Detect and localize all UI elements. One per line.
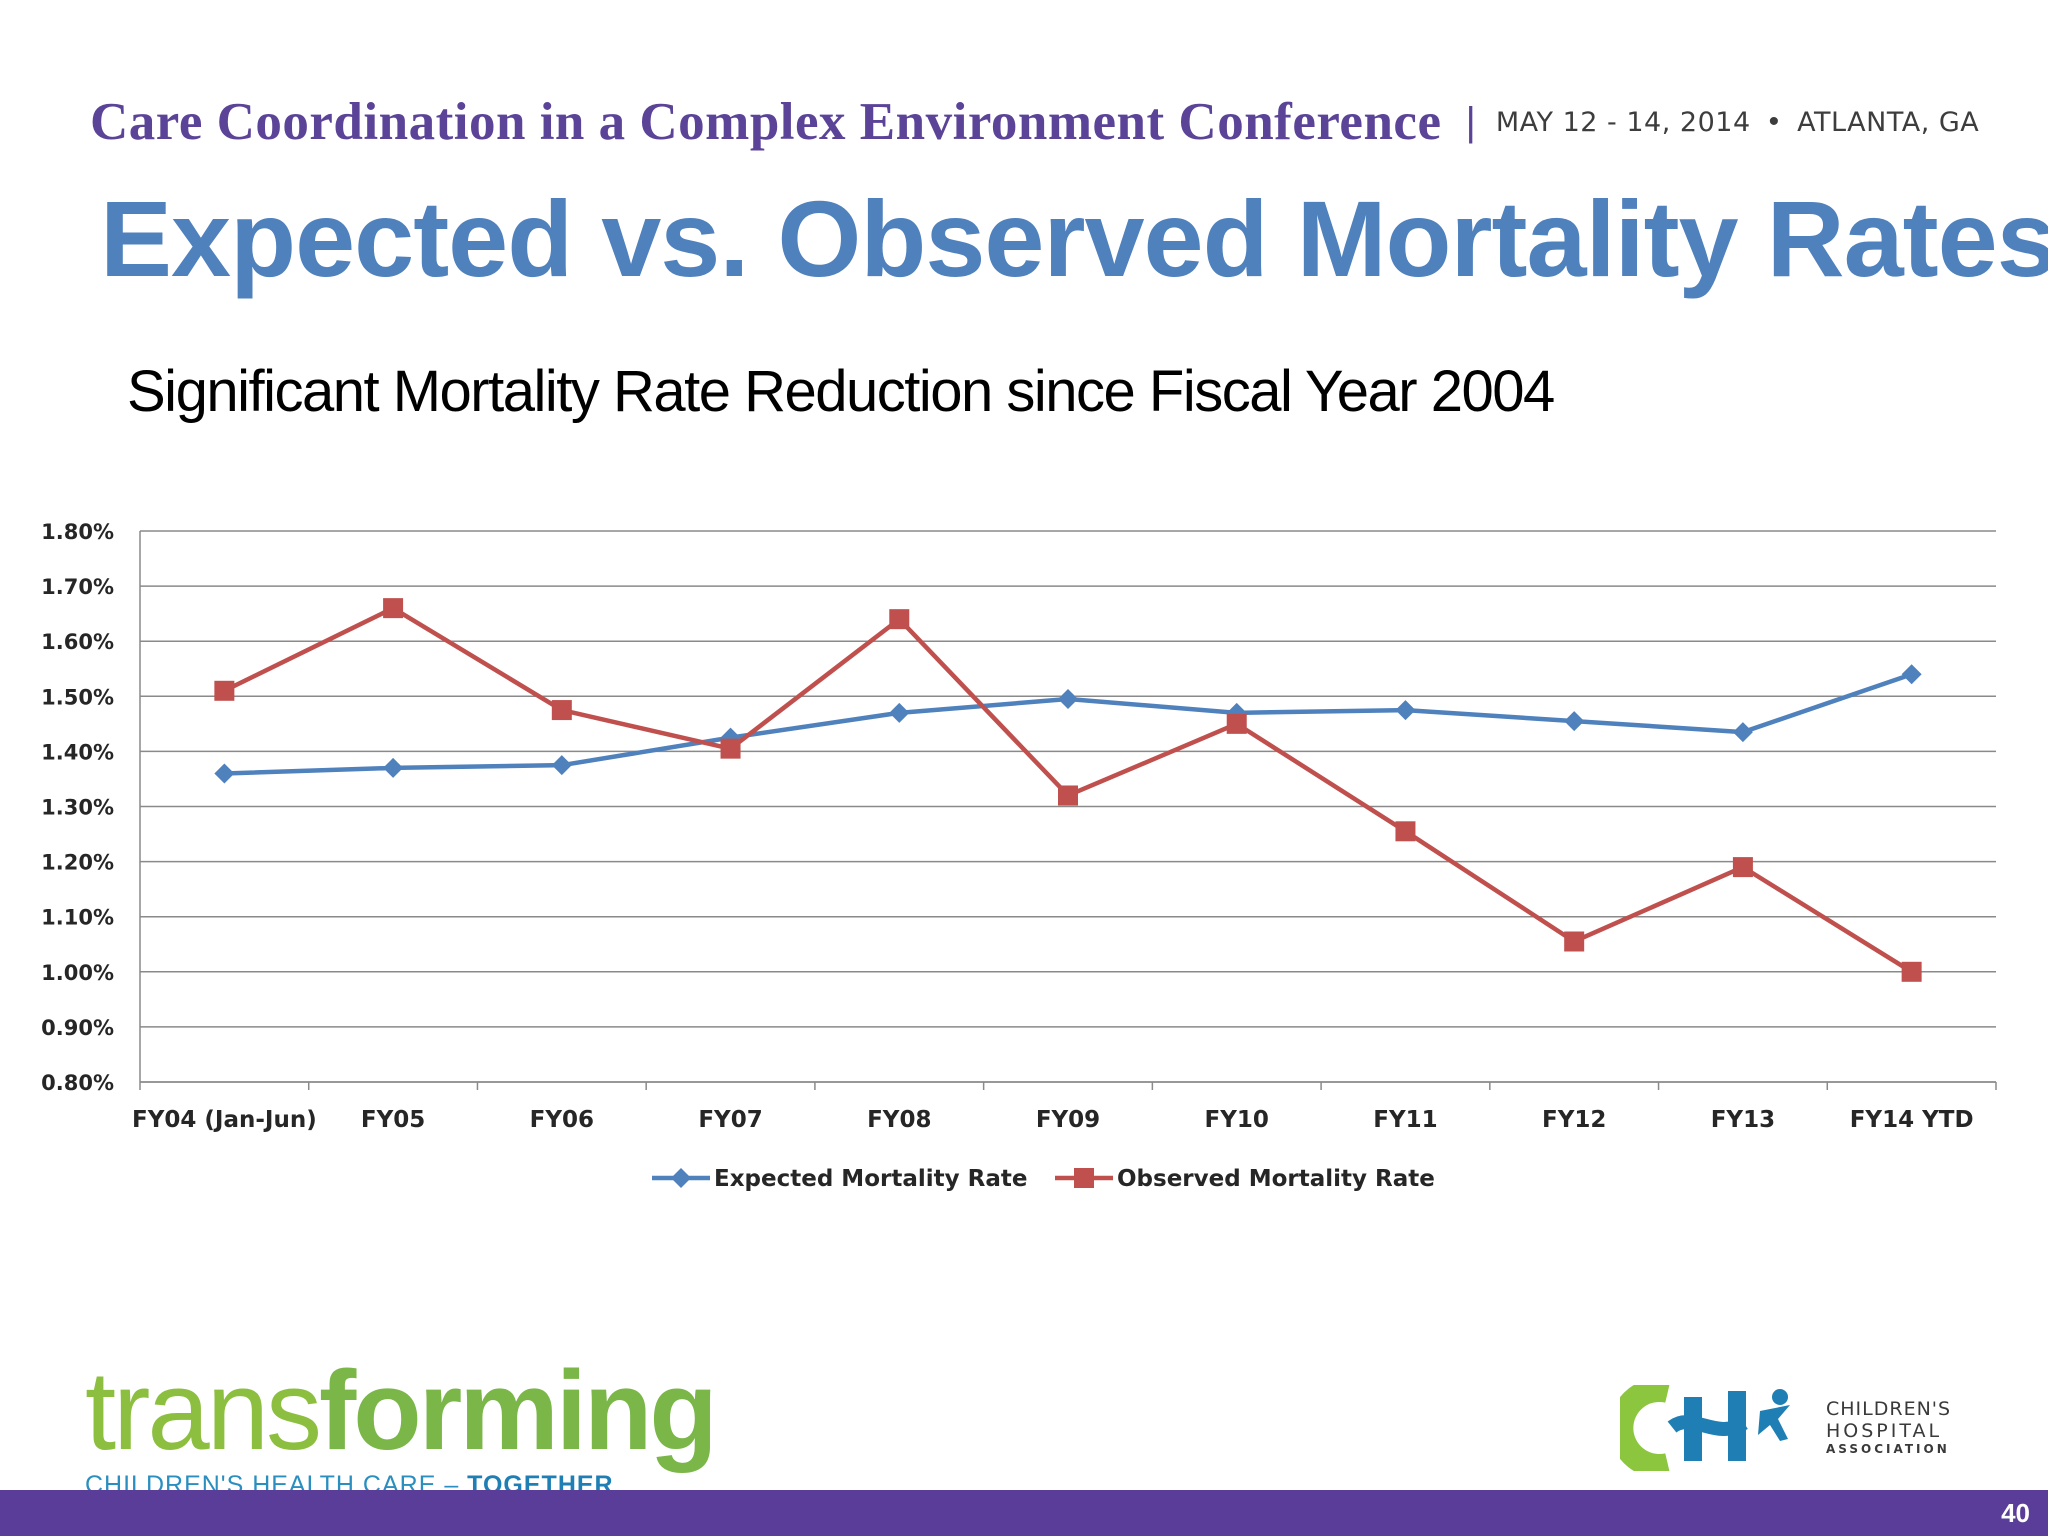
data-point-0: [1395, 700, 1416, 721]
x-tick-label: FY13: [1711, 1107, 1775, 1133]
page-number: 40: [2001, 1498, 2030, 1528]
data-point-1: [1226, 713, 1247, 734]
cha-line-3: ASSOCIATION: [1826, 1441, 1950, 1456]
cha-mark-icon: [1620, 1385, 1790, 1471]
legend-marker-1: [1074, 1168, 1094, 1188]
chart-legend: Expected Mortality Rate Observed Mortalit…: [652, 1166, 1435, 1192]
data-point-1: [551, 700, 572, 721]
legend-marker-0: [671, 1168, 691, 1188]
conference-title: Care Coordination in a Complex Environme…: [90, 93, 1442, 151]
cha-wordmark: CHILDREN'S HOSPITAL ASSOCIATION: [1826, 1398, 1952, 1456]
conference-date: MAY 12 - 14, 2014: [1495, 106, 1751, 138]
data-point-0: [1058, 689, 1078, 710]
bullet-separator: •: [1768, 105, 1780, 138]
data-point-0: [1564, 711, 1585, 732]
data-point-1: [1395, 821, 1416, 842]
y-tick-label: 1.10%: [41, 906, 114, 930]
data-point-0: [551, 755, 572, 776]
x-tick-label: FY11: [1373, 1107, 1437, 1133]
cha-line-1: CHILDREN'S: [1826, 1398, 1952, 1421]
legend-label: Observed Mortality Rate: [1117, 1166, 1435, 1192]
cha-line-2: HOSPITAL: [1826, 1420, 1943, 1443]
data-point-1: [1901, 961, 1922, 982]
y-tick-label: 1.70%: [41, 575, 114, 599]
logo-word-light: trans: [85, 1348, 322, 1473]
chart-axes: 0.80% 0.90% 1.00% 1.10% 1.20% 1.30% 1.40% 1.50%…: [41, 520, 1997, 1133]
childrens-hospital-association-logo: CHILDREN'S HOSPITAL ASSOCIATION: [1620, 1385, 1951, 1471]
data-point-0: [383, 757, 404, 778]
conference-banner: Care Coordination in a Complex Environme…: [90, 92, 1979, 152]
data-point-1: [889, 609, 910, 630]
data-point-0: [214, 763, 235, 784]
y-tick-label: 1.60%: [41, 630, 114, 654]
data-point-1: [383, 598, 404, 619]
slide-subtitle: Significant Mortality Rate Reduction sin…: [127, 359, 1555, 424]
y-tick-label: 0.90%: [41, 1016, 114, 1040]
mortality-line-chart: 0.80% 0.90% 1.00% 1.10% 1.20% 1.30% 1.40% 1.50%…: [41, 520, 1997, 1192]
x-tick-label: FY05: [361, 1107, 425, 1133]
data-point-1: [1564, 931, 1585, 952]
y-tick-label: 0.80%: [41, 1071, 114, 1095]
banner-separator: |: [1465, 99, 1476, 144]
y-tick-label: 1.40%: [41, 740, 114, 764]
logo-word-bold: forming: [319, 1348, 718, 1473]
data-point-0: [889, 702, 910, 723]
legend-label: Expected Mortality Rate: [714, 1166, 1027, 1192]
slide-title: Expected vs. Observed Mortality Rates: [100, 178, 2048, 299]
data-point-1: [1732, 857, 1753, 878]
data-point-0: [1901, 664, 1922, 685]
grid-lines: [140, 530, 1996, 1083]
data-point-1: [1058, 785, 1078, 806]
y-tick-label: 1.80%: [41, 520, 114, 544]
y-tick-label: 1.30%: [41, 796, 114, 820]
logo-wordmark: transforming: [85, 1355, 718, 1467]
x-tick-label: FY10: [1205, 1107, 1269, 1133]
y-tick-label: 1.00%: [41, 961, 114, 985]
data-point-0: [1732, 722, 1753, 743]
transforming-logo: transforming CHILDREN'S HEALTH CARE – TO…: [85, 1355, 718, 1500]
y-tick-label: 1.20%: [41, 851, 114, 875]
x-tick-label: FY09: [1036, 1107, 1100, 1133]
chart-series: [214, 598, 1922, 982]
x-tick-label: FY08: [867, 1107, 931, 1133]
conference-location: ATLANTA, GA: [1797, 106, 1980, 138]
x-tick-label: FY06: [530, 1107, 594, 1133]
x-tick-label: FY12: [1542, 1107, 1606, 1133]
data-point-1: [214, 680, 235, 701]
x-tick-label: FY04 (Jan-Jun): [132, 1107, 317, 1133]
data-point-1: [720, 738, 741, 759]
x-tick-label: FY14 YTD: [1850, 1107, 1974, 1133]
x-tick-label: FY07: [698, 1107, 762, 1133]
y-tick-label: 1.50%: [41, 685, 114, 709]
footer-bar: 40: [0, 1490, 2048, 1536]
